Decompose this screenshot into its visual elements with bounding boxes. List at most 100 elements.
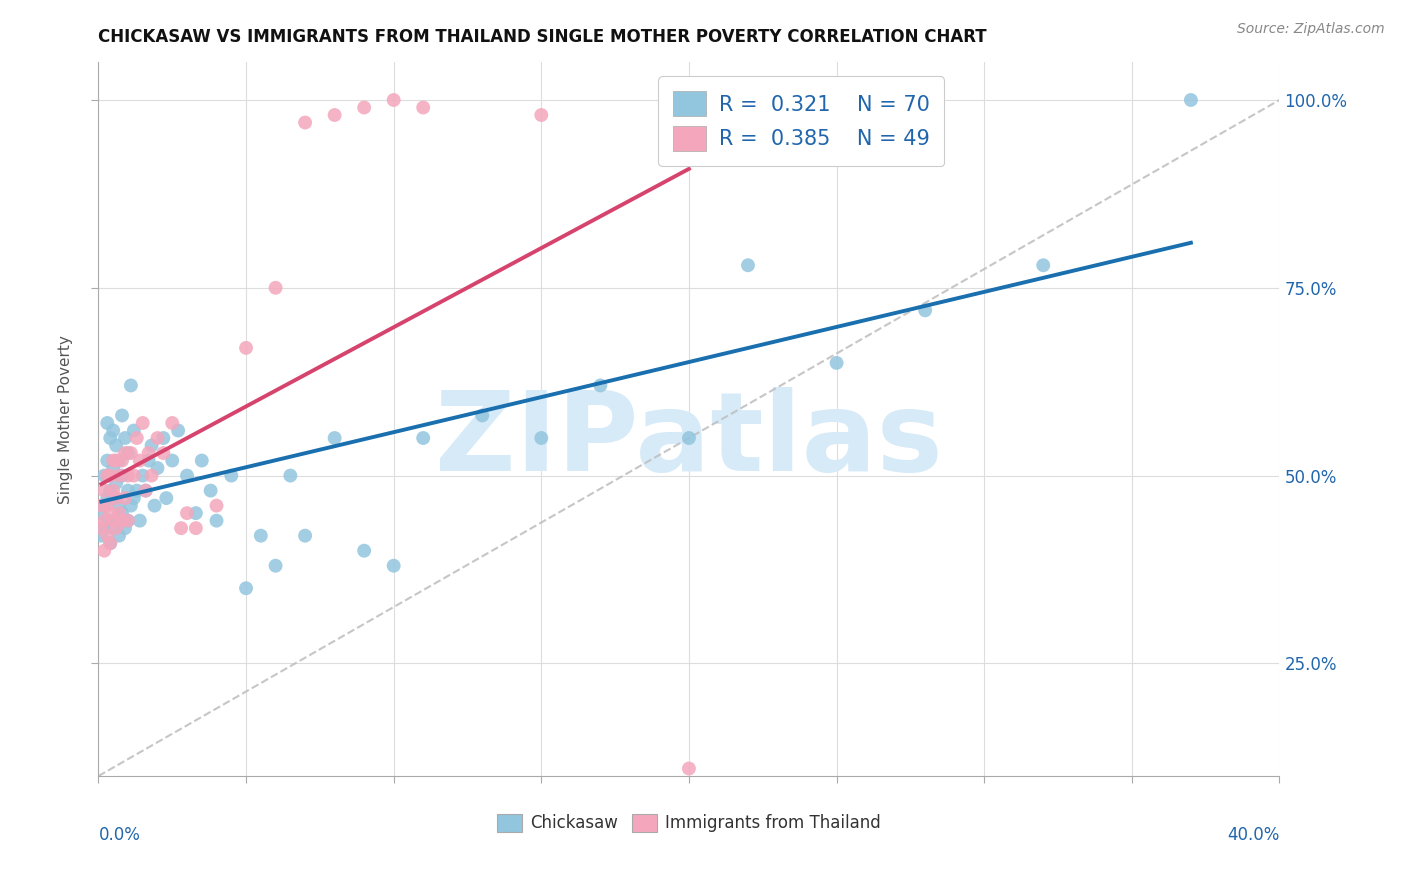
Point [93, 468, 115, 483]
Point [98, 483, 121, 498]
Point [98, 506, 121, 520]
Point [200, 483, 222, 498]
Point [98, 536, 121, 550]
Point [412, 431, 434, 445]
Point [117, 446, 139, 460]
Point [103, 424, 125, 438]
Point [103, 521, 125, 535]
Point [184, 506, 207, 520]
Point [105, 476, 128, 491]
Point [105, 438, 128, 452]
Text: CHICKASAW VS IMMIGRANTS FROM THAILAND SINGLE MOTHER POVERTY CORRELATION CHART: CHICKASAW VS IMMIGRANTS FROM THAILAND SI… [98, 28, 987, 45]
Point [176, 468, 198, 483]
Point [105, 453, 128, 467]
Point [108, 506, 131, 520]
Point [146, 431, 169, 445]
Text: ZIPatlas: ZIPatlas [434, 387, 943, 494]
Point [117, 514, 139, 528]
Point [111, 453, 134, 467]
Point [170, 521, 193, 535]
Point [90, 506, 112, 520]
Point [294, 115, 316, 129]
Point [111, 468, 134, 483]
Point [353, 543, 375, 558]
Point [205, 499, 228, 513]
Point [114, 431, 136, 445]
Text: 0.0%: 0.0% [98, 826, 141, 844]
Point [1180, 93, 1202, 107]
Point [264, 558, 287, 573]
Point [90, 529, 112, 543]
Point [128, 453, 150, 467]
Point [825, 356, 848, 370]
Point [117, 483, 139, 498]
Point [117, 514, 139, 528]
Point [96, 491, 118, 505]
Point [191, 453, 214, 467]
Point [737, 258, 759, 272]
Point [103, 483, 125, 498]
Point [120, 499, 142, 513]
Point [128, 514, 150, 528]
Point [221, 468, 243, 483]
Point [141, 438, 163, 452]
Point [530, 431, 553, 445]
Point [111, 506, 134, 520]
Point [93, 499, 115, 513]
Point [93, 514, 115, 528]
Point [141, 468, 163, 483]
Point [120, 378, 142, 392]
Point [152, 431, 174, 445]
Point [914, 303, 936, 318]
Point [382, 558, 405, 573]
Point [589, 378, 612, 392]
Point [96, 529, 118, 543]
Point [235, 581, 257, 595]
Point [93, 483, 115, 498]
Point [138, 453, 160, 467]
Y-axis label: Single Mother Poverty: Single Mother Poverty [58, 334, 73, 504]
Point [678, 431, 700, 445]
Point [122, 468, 145, 483]
Point [132, 416, 155, 430]
Point [184, 521, 207, 535]
Text: Source: ZipAtlas.com: Source: ZipAtlas.com [1237, 22, 1385, 37]
Point [678, 762, 700, 776]
Point [98, 468, 121, 483]
Point [412, 101, 434, 115]
Point [125, 431, 148, 445]
Point [122, 424, 145, 438]
Point [90, 521, 112, 535]
Point [117, 468, 139, 483]
Point [120, 446, 142, 460]
Point [114, 491, 136, 505]
Point [162, 416, 183, 430]
Point [103, 491, 125, 505]
Point [152, 446, 174, 460]
Point [167, 424, 190, 438]
Point [105, 514, 128, 528]
Point [103, 453, 125, 467]
Legend: Chickasaw, Immigrants from Thailand: Chickasaw, Immigrants from Thailand [491, 807, 887, 839]
Point [103, 514, 125, 528]
Point [176, 506, 198, 520]
Point [111, 409, 134, 423]
Point [96, 453, 118, 467]
Point [98, 431, 121, 445]
Point [96, 499, 118, 513]
Text: 40.0%: 40.0% [1227, 826, 1279, 844]
Point [108, 499, 131, 513]
Point [96, 416, 118, 430]
Point [98, 536, 121, 550]
Point [323, 108, 346, 122]
Point [96, 468, 118, 483]
Point [93, 543, 115, 558]
Point [353, 101, 375, 115]
Point [105, 491, 128, 505]
Point [108, 468, 131, 483]
Point [103, 461, 125, 475]
Point [323, 431, 346, 445]
Point [90, 499, 112, 513]
Point [93, 521, 115, 535]
Point [122, 491, 145, 505]
